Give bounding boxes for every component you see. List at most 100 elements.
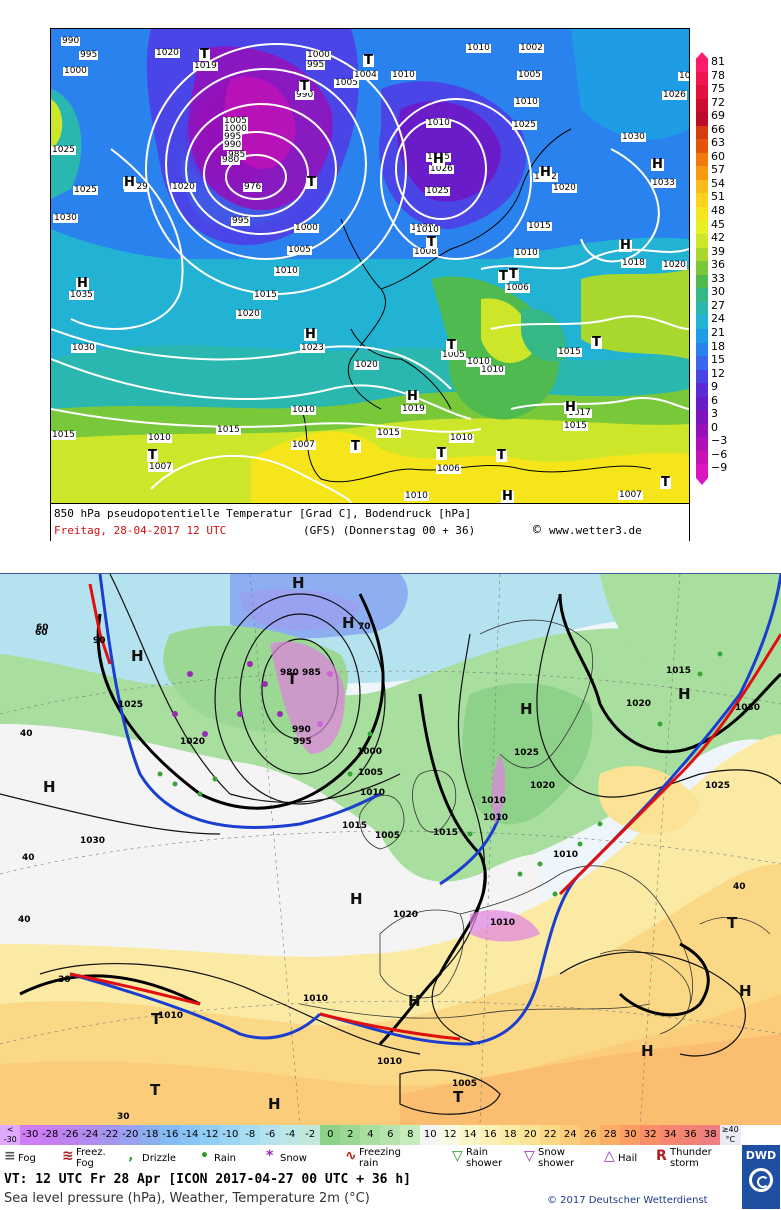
legend-label: 39 — [711, 244, 725, 258]
legend-swatch — [696, 85, 708, 100]
isobar-label: 1020 — [236, 309, 261, 319]
top-map-panel: 990 995 1000 1020 1019 1000 995 1005 1004 990 1010… — [50, 28, 690, 541]
scale-cell: 14 — [460, 1125, 481, 1145]
isobar-label: 995 — [293, 737, 312, 747]
legend-swatch — [696, 356, 708, 371]
low-pressure-center: T — [446, 338, 457, 353]
low-pressure-center: T — [436, 446, 447, 461]
isobar-label: 1010 — [490, 918, 516, 928]
isobar-label: 1010 — [415, 225, 440, 235]
legend-label: 45 — [711, 217, 725, 231]
isobar-label: 30 — [117, 1112, 130, 1122]
dwd-logo: DWD — [742, 1145, 780, 1209]
legend-swatch — [696, 274, 708, 289]
isobar-label: 1015 — [433, 828, 459, 838]
isobar-label: 1010 — [303, 994, 329, 1004]
legend-swatch — [696, 247, 708, 262]
isobar-label: 1015 — [342, 821, 368, 831]
isobar-label: 995 — [223, 132, 243, 142]
high-pressure-center: H — [43, 778, 56, 796]
isobar-label: 1025 — [514, 748, 540, 758]
copyright: © 2017 Deutscher Wetterdienst — [547, 1195, 708, 1206]
legend-label: 51 — [711, 190, 725, 204]
isobar-label: 1026 — [429, 164, 454, 174]
freezing-fog-icon: ≋ — [62, 1148, 74, 1164]
isobar-label: 1007 — [291, 440, 316, 450]
weather-legend-label: Rain shower — [466, 1147, 503, 1169]
isobar-label: 976 — [243, 182, 263, 192]
weather-legend: ≡ Fog ≋ Freez. Fog ‚ Drizzle • Rain * Snow ∿ Freezi… — [0, 1145, 740, 1171]
isobar-label: 1006 — [505, 283, 530, 293]
surface-weather-map: 90 60 1025 1020 40 1030 40 990 995 985 980 1000 1005… — [0, 574, 781, 1125]
legend-label: 42 — [711, 231, 725, 245]
low-pressure-center: T — [508, 267, 519, 282]
isobar-label: 1010 — [158, 1011, 184, 1021]
isobar-label: 1026 — [662, 90, 687, 100]
hail-icon: △ — [604, 1148, 615, 1164]
isobar-label: 1005 — [517, 70, 542, 80]
legend-swatch — [696, 98, 708, 113]
scale-cell: 36 — [680, 1125, 701, 1145]
isobar-label: 1015 — [51, 430, 76, 440]
low-pressure-center: T — [496, 448, 507, 463]
isobar-label: 90 — [93, 636, 106, 646]
legend-label: 36 — [711, 258, 725, 272]
isobar-label: 1015 — [563, 421, 588, 431]
isobar-label: 1020 — [171, 182, 196, 192]
snow-icon: * — [266, 1148, 274, 1164]
isobar-label: 1020 — [552, 183, 577, 193]
isobar-label: 1025 — [51, 145, 76, 155]
legend-label: 57 — [711, 163, 725, 177]
isobar-label: 1010 — [514, 97, 539, 107]
low-pressure-center: T — [150, 1081, 161, 1099]
isobar-label: 1005 — [452, 1079, 478, 1089]
legend-swatch — [696, 450, 708, 465]
isobar-label: 1010 — [449, 433, 474, 443]
isobar-label: 1020 — [662, 260, 687, 270]
scale-cell: < -30 — [0, 1125, 21, 1145]
low-pressure-center: T — [453, 1088, 464, 1106]
dwd-spiral-icon — [749, 1168, 773, 1192]
high-pressure-center: H — [292, 574, 305, 592]
scale-cell: 0 — [320, 1125, 341, 1145]
isobar-label: 1010 — [483, 813, 509, 823]
isobar-label: 1020 — [393, 910, 419, 920]
isobar-label: 995 — [231, 216, 251, 226]
legend-swatch — [696, 234, 708, 249]
high-pressure-center: H — [432, 152, 445, 167]
scale-cell: 16 — [480, 1125, 501, 1145]
isobar-label: 70 — [358, 622, 371, 632]
isobar-label: 1010 — [404, 491, 429, 501]
legend-label: 24 — [711, 312, 725, 326]
scale-cell: 6 — [380, 1125, 401, 1145]
isobar-label: 1010 — [481, 796, 507, 806]
top-map-caption: 850 hPa pseudopotentielle Temperatur [Gr… — [51, 503, 689, 541]
legend-swatch — [696, 220, 708, 235]
low-pressure-center: T — [363, 53, 374, 68]
thunderstorm-icon: R — [656, 1148, 667, 1164]
high-pressure-center: H — [641, 1042, 654, 1060]
legend-label: −6 — [711, 447, 728, 461]
legend-swatch — [696, 301, 708, 316]
isobar-label: 40 — [22, 853, 35, 863]
isobar-label: 1030 — [71, 343, 96, 353]
legend-label: 60 — [711, 149, 725, 163]
weather-legend-label: Snow — [280, 1153, 307, 1164]
low-pressure-center: T — [151, 1010, 162, 1028]
scale-cell: 26 — [580, 1125, 601, 1145]
legend-label: 54 — [711, 176, 725, 190]
rain-shower-icon: ▽ — [452, 1148, 463, 1164]
isobar-label: 1015 — [527, 221, 552, 231]
isobar-label: 1010 — [391, 70, 416, 80]
isobar-label: 1006 — [436, 464, 461, 474]
high-pressure-center: H — [342, 614, 355, 632]
isobar-label: 1005 — [223, 116, 248, 126]
isobar-label: 1020 — [180, 737, 206, 747]
weather-legend-label: Hail — [618, 1153, 638, 1164]
legend-swatch — [696, 207, 708, 222]
weather-legend-label: Snow shower — [538, 1147, 575, 1169]
isobar-label: 40 — [733, 882, 746, 892]
valid-time: VT: 12 UTC Fr 28 Apr [ICON 2017-04-27 00… — [4, 1172, 411, 1187]
isobar-label: 1025 — [425, 186, 450, 196]
scale-cell: 8 — [400, 1125, 421, 1145]
